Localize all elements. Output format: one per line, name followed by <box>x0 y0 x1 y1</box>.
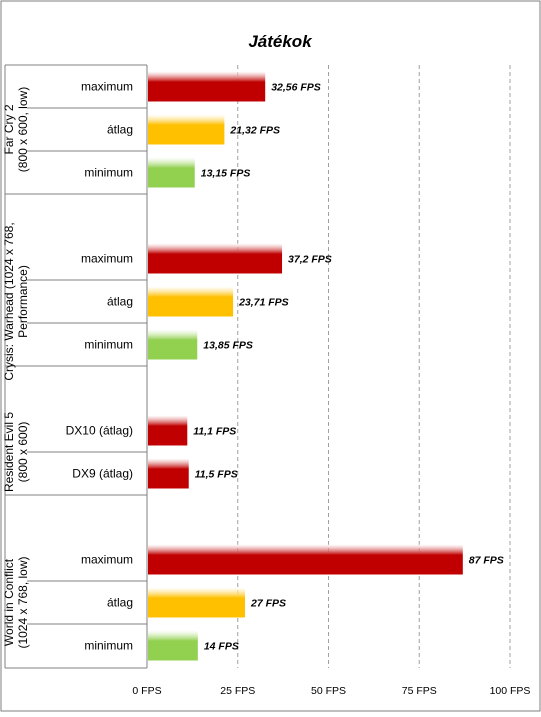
bar-max <box>148 458 189 489</box>
data-label: 32,56 FPS <box>271 82 321 94</box>
data-label: 37,2 FPS <box>288 254 332 266</box>
data-label: 13,15 FPS <box>201 168 251 180</box>
data-label: 23,71 FPS <box>238 297 289 309</box>
category-label: minimum <box>84 639 133 653</box>
x-tick-label: 0 FPS <box>132 685 161 697</box>
data-label: 14 FPS <box>204 641 239 653</box>
x-tick-label: 25 FPS <box>220 685 255 697</box>
category-label: maximum <box>81 252 133 266</box>
bar-min <box>148 329 198 360</box>
group-label: Far Cry 2(800 x 600, low) <box>2 87 30 172</box>
bars-layer <box>148 71 463 661</box>
data-label: 11,1 FPS <box>193 426 236 438</box>
data-label: 21,32 FPS <box>229 125 280 137</box>
chart-title: Játékok <box>248 32 313 51</box>
category-label: DX10 (átlag) <box>66 424 133 438</box>
category-label: átlag <box>107 123 133 137</box>
category-label: maximum <box>81 80 133 94</box>
data-label: 87 FPS <box>469 555 504 567</box>
grid-layer <box>237 65 511 668</box>
bar-max <box>148 243 283 274</box>
bar-avg <box>148 114 225 145</box>
bar-min <box>148 630 198 661</box>
x-tick-label: 100 FPS <box>490 685 531 697</box>
data-label: 13,85 FPS <box>203 340 253 352</box>
x-tick-label: 50 FPS <box>311 685 346 697</box>
category-label: átlag <box>107 295 133 309</box>
category-label: minimum <box>84 166 133 180</box>
category-label: minimum <box>84 338 133 352</box>
x-axis-ticks: 0 FPS 25 FPS 50 FPS 75 FPS 100 FPS <box>132 685 530 697</box>
bar-max <box>148 71 266 102</box>
labels-layer: 32,56 FPS maximum 21,32 FPS átlag 13,15 FPS m… <box>2 80 504 653</box>
category-frame <box>4 64 148 669</box>
bar-max <box>148 415 188 446</box>
group-label: Resident Evil 5(800 x 600) <box>2 412 30 492</box>
group-label: World in Conflict(1024 x 768, low) <box>2 556 30 648</box>
category-label: DX9 (átlag) <box>72 467 133 481</box>
bar-avg <box>148 587 246 618</box>
bar-avg <box>148 286 234 317</box>
group-label: Crysis: Warhead (1024 x 768,Performance) <box>2 222 30 380</box>
bar-min <box>148 157 195 188</box>
data-label: 27 FPS <box>250 598 286 610</box>
x-tick-label: 75 FPS <box>402 685 437 697</box>
category-label: átlag <box>107 596 133 610</box>
category-label: maximum <box>81 553 133 567</box>
data-label: 11,5 FPS <box>195 469 238 481</box>
bar-max <box>148 544 463 575</box>
